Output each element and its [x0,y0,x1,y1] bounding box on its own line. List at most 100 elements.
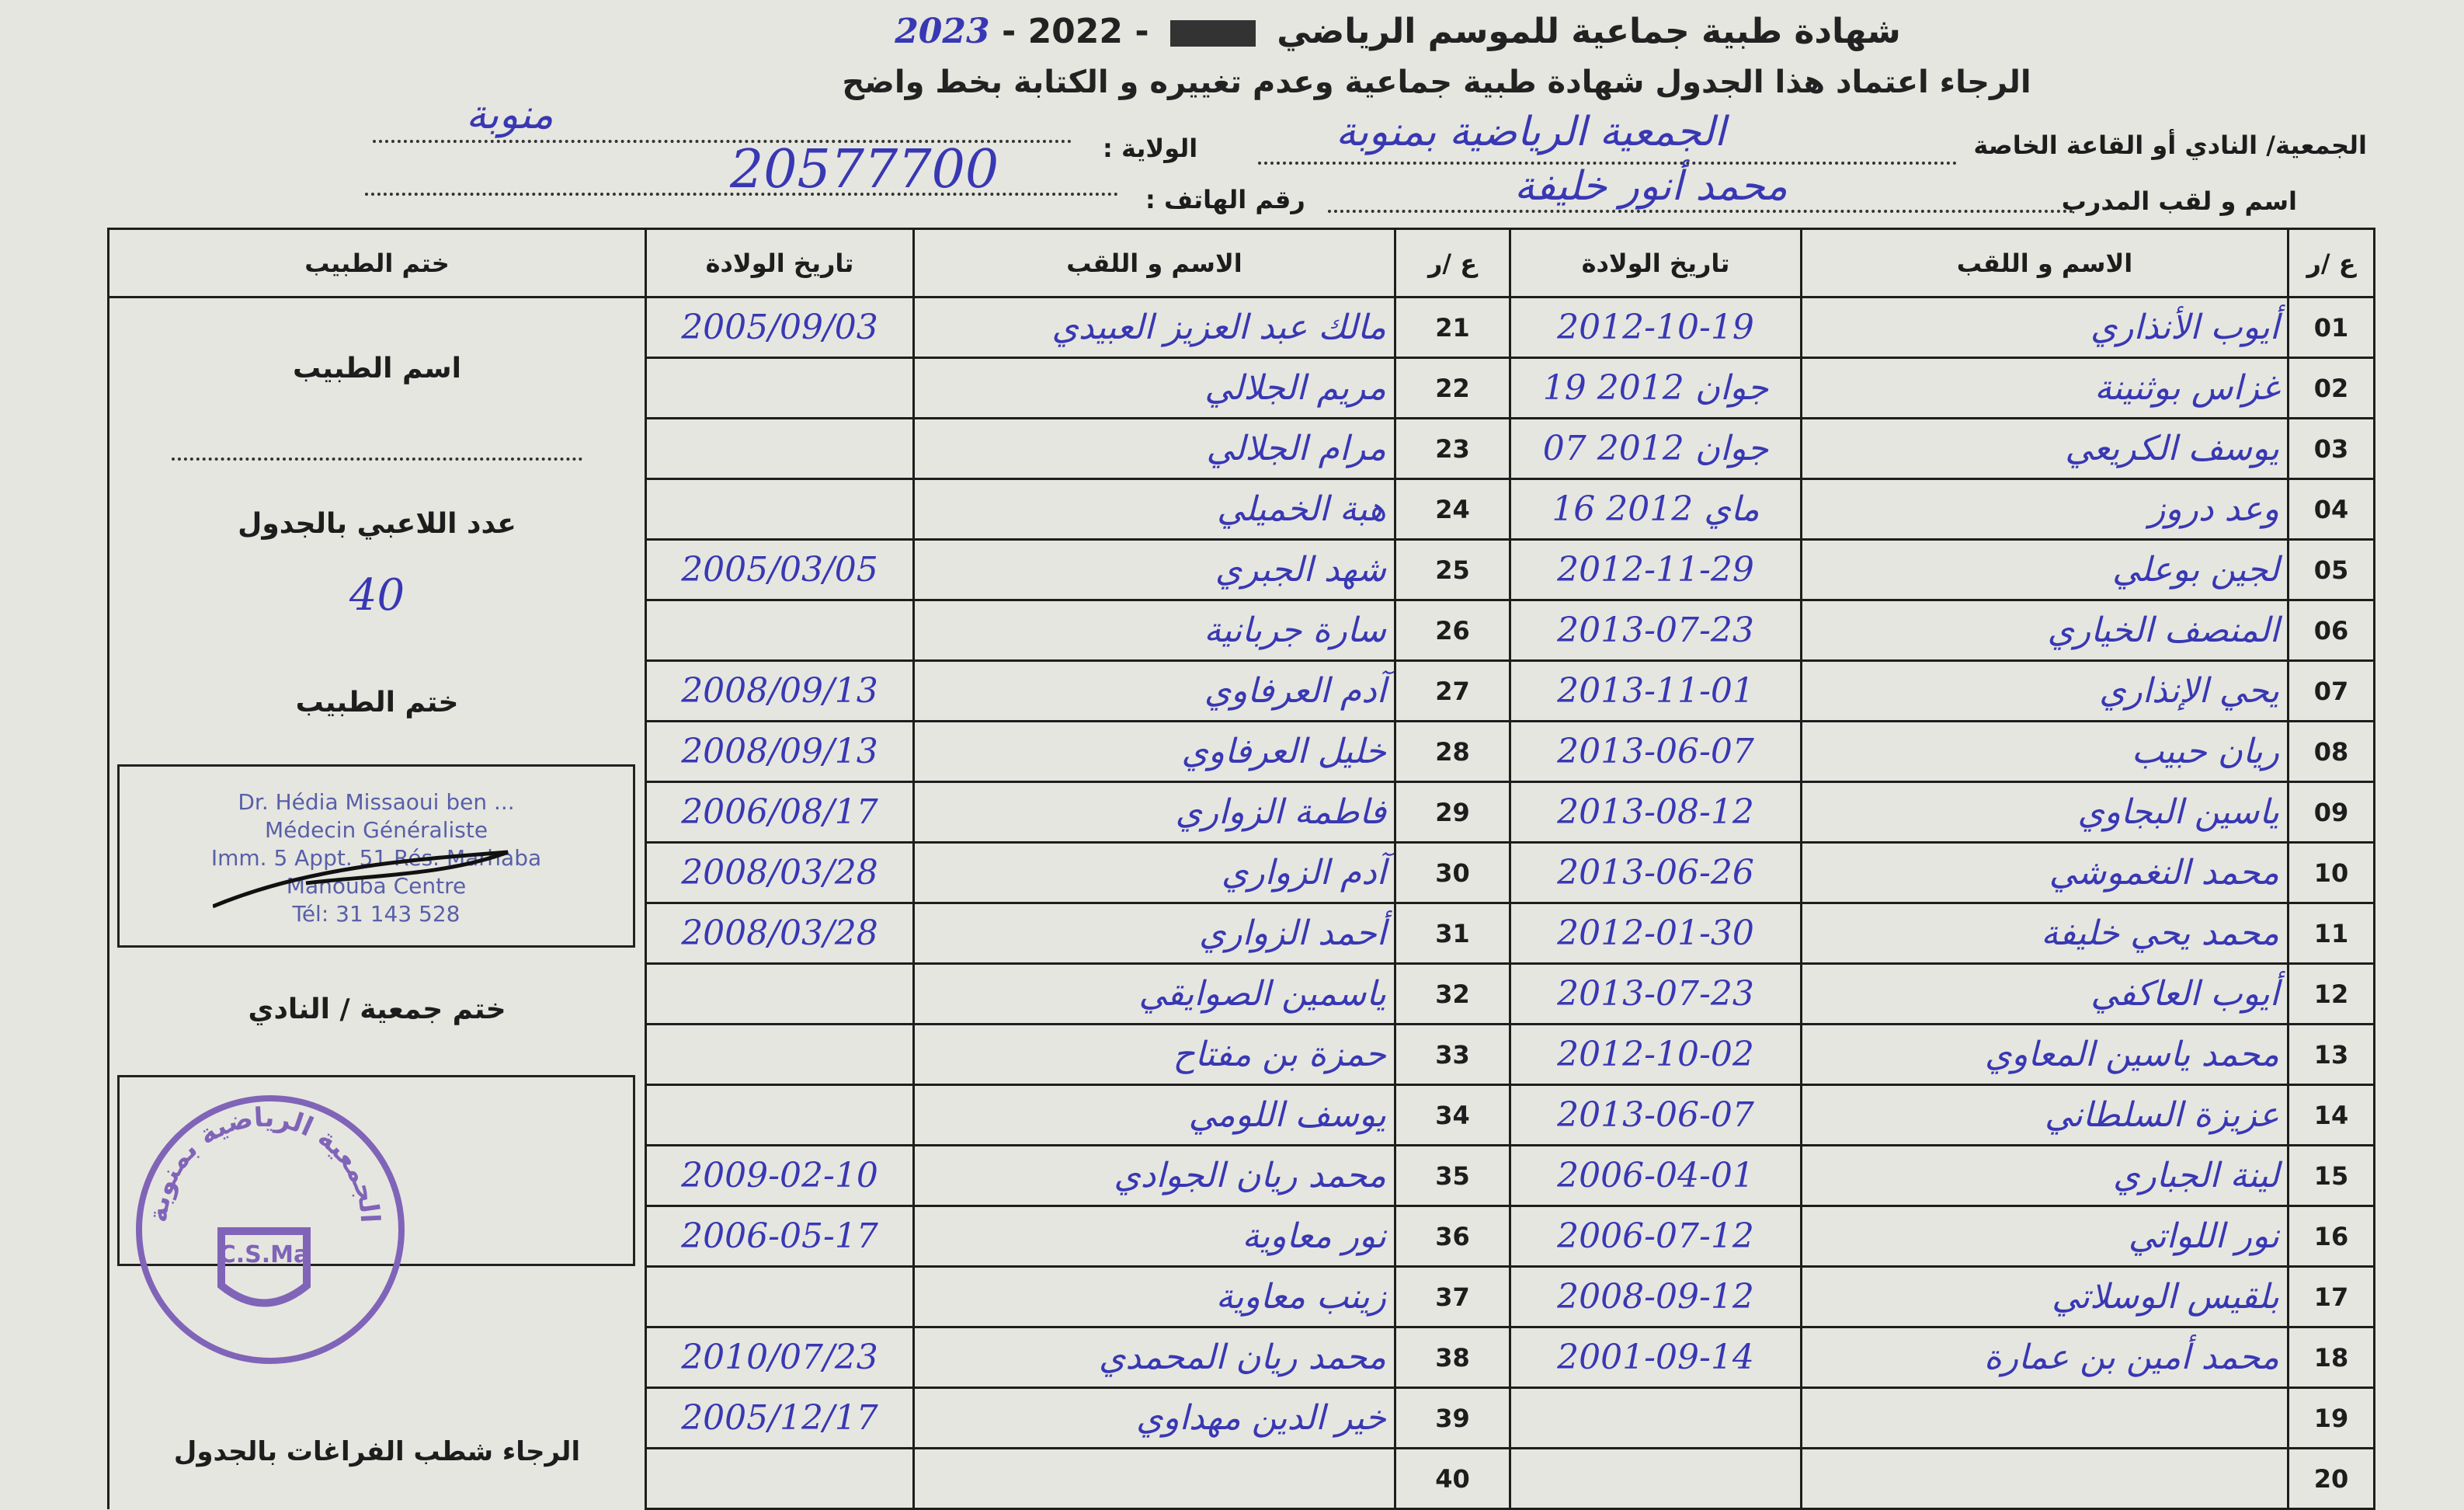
player-dob: 19 جوان 2012 [1509,357,1802,419]
doctor-name-line [172,458,582,461]
player-name: غزاس بوثنينة [1800,357,2289,419]
table-row: 06 المنصف الخياري 2013-07-23 26 سارة جربانية [109,599,2375,662]
phone-label: رقم الهاتف : [1145,185,1305,214]
player-number: 24 [1394,478,1511,541]
player-number: 20 [2287,1447,2375,1510]
player-name: بلقيس الوسلاتي [1800,1265,2289,1328]
player-dob: 2010/07/23 [645,1326,915,1389]
document-title: شهادة طبية جماعية للموسم الرياضي - 2022 … [895,12,1901,51]
header-name: الاسم و اللقب [912,228,1396,298]
player-number: 29 [1394,781,1511,844]
svg-text:الجمعية الرياضية بمنوبة: الجمعية الرياضية بمنوبة [143,1102,385,1224]
player-dob: 2006/08/17 [645,781,915,844]
player-name: آدم الزواري [912,841,1396,904]
player-name: أيوب الأنذاري [1800,296,2289,359]
player-name [1800,1386,2289,1449]
phone-field-line [365,193,1118,196]
player-name: لينة الجباري [1800,1144,2289,1207]
player-dob: 2013-06-07 [1509,720,1802,783]
player-name: محمد أمين بن عمارة [1800,1326,2289,1389]
player-number: 37 [1394,1265,1511,1328]
club-stamp: الجمعية الرياضية بمنوبة C.S.Ma [136,1095,405,1364]
table-row: 04 وعد دروز 16 ماي 2012 24 هبة الخميلي [109,478,2375,541]
player-number: 14 [2287,1084,2375,1146]
player-number: 07 [2287,659,2375,722]
player-number: 21 [1394,296,1511,359]
doctor-stamp-line: Médecin Généraliste [264,817,488,843]
doctor-stamp-label: ختم الطبيب [295,687,459,718]
player-name: أيوب العاكفي [1800,962,2289,1025]
player-number: 05 [2287,538,2375,601]
player-number: 35 [1394,1144,1511,1207]
player-name: نور اللواتي [1800,1205,2289,1268]
player-number: 04 [2287,478,2375,541]
player-dob: 2013-07-23 [1509,599,1802,662]
table-row: 08 ريان حبيب 2013-06-07 28 خليل العرفاوي 2008… [109,720,2375,783]
player-name: فاطمة الزواري [912,781,1396,844]
player-number: 25 [1394,538,1511,601]
player-number: 31 [1394,902,1511,965]
player-number: 12 [2287,962,2375,1025]
player-dob: 2008/03/28 [645,902,915,965]
player-name: محمد النغموشي [1800,841,2289,904]
player-dob [645,1023,915,1086]
player-number: 19 [2287,1386,2375,1449]
table-header-row: ع /ر الاسم و اللقب تاريخ الولادة ع /ر ال… [107,228,2375,298]
player-number: 27 [1394,659,1511,722]
title-text: شهادة طبية جماعية للموسم الرياضي [1277,12,1901,51]
player-name: زينب معاوية [912,1265,1396,1328]
player-name: خير الدين مهداوي [912,1386,1396,1449]
player-number: 08 [2287,720,2375,783]
wilaya-field-line [373,140,1072,143]
player-dob: 07 جوان 2012 [1509,417,1802,480]
player-dob: 2013-06-07 [1509,1084,1802,1146]
player-dob: 2006-04-01 [1509,1144,1802,1207]
player-number: 23 [1394,417,1511,480]
player-name: ياسمين الصوايقي [912,962,1396,1025]
player-name: يحي الإنذاري [1800,659,2289,722]
player-number: 13 [2287,1023,2375,1086]
table-row: 10 محمد النغموشي 2013-06-26 30 آدم الزواري 20… [109,841,2375,904]
header-num: ع /ر [1394,228,1511,298]
club-value: الجمعية الرياضية بمنوبة [1336,109,1726,155]
player-number: 39 [1394,1386,1511,1449]
players-table: ع /ر الاسم و اللقب تاريخ الولادة ع /ر ال… [107,228,2375,1510]
player-number: 30 [1394,841,1511,904]
player-dob: 2008/09/13 [645,720,915,783]
player-dob: 2013-11-01 [1509,659,1802,722]
club-stamp-arc: الجمعية الرياضية بمنوبة [143,1102,385,1224]
player-number: 36 [1394,1205,1511,1268]
player-number: 16 [2287,1205,2375,1268]
player-name: حمزة بن مفتاح [912,1023,1396,1086]
player-name: محمد ياسين المعاوي [1800,1023,2289,1086]
table-row: 16 نور اللواتي 2006-07-12 36 نور معاوية 2006-… [109,1205,2375,1268]
table-row: 12 أيوب العاكفي 2013-07-23 32 ياسمين الصوايق… [109,962,2375,1025]
table-row: 13 محمد ياسين المعاوي 2012-10-02 33 حمزة بن … [109,1023,2375,1086]
player-dob: 2009-02-10 [645,1144,915,1207]
player-dob: 2013-07-23 [1509,962,1802,1025]
player-number: 15 [2287,1144,2375,1207]
player-count-label: عدد اللاعبي بالجدول [238,508,516,540]
doctor-name-label: اسم الطبيب [293,353,461,384]
header-name: الاسم و اللقب [1800,228,2289,298]
player-name: ريان حبيب [1800,720,2289,783]
player-dob [645,357,915,419]
player-name: وعد دروز [1800,478,2289,541]
player-number: 34 [1394,1084,1511,1146]
player-number: 11 [2287,902,2375,965]
player-dob: 2013-08-12 [1509,781,1802,844]
player-name: عزيزة السلطاني [1800,1084,2289,1146]
player-dob: 2012-10-19 [1509,296,1802,359]
table-row: 03 يوسف الكريعي 07 جوان 2012 23 مرام الجلالي [109,417,2375,480]
player-name: مالك عبد العزيز العبيدي [912,296,1396,359]
doctor-stamp-line: Tél: 31 143 528 [292,901,460,927]
player-number: 01 [2287,296,2375,359]
player-number: 33 [1394,1023,1511,1086]
wilaya-label: الولاية : [1103,134,1198,163]
table-row: 18 محمد أمين بن عمارة 2001-09-14 38 محمد ريا… [109,1326,2375,1389]
player-name: مرام الجلالي [912,417,1396,480]
club-field-line [1258,162,1957,165]
player-dob: 2013-06-26 [1509,841,1802,904]
player-dob [645,1084,915,1146]
header-num: ع /ر [2287,228,2375,298]
